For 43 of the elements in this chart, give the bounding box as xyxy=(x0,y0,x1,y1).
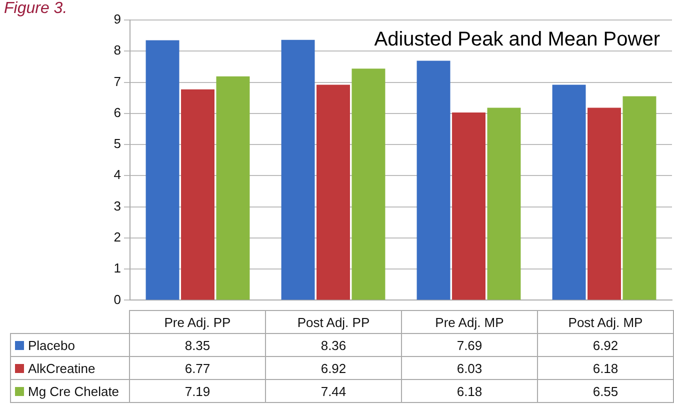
y-tick-label: 3 xyxy=(114,198,121,214)
bar xyxy=(487,108,521,300)
bar xyxy=(552,84,586,300)
data-label: 6.18 xyxy=(402,380,538,402)
y-tick-label: 2 xyxy=(114,230,121,245)
y-tick-label: 5 xyxy=(114,136,121,152)
x-tick-label: Pre Adj. MP xyxy=(402,310,538,334)
data-label: 6.03 xyxy=(402,356,538,380)
y-tick-label: 0 xyxy=(114,292,121,307)
bar xyxy=(146,40,180,300)
bar xyxy=(216,76,250,300)
data-label: 8.36 xyxy=(266,334,402,356)
bar xyxy=(281,40,315,300)
legend-label: Mg Cre Chelate xyxy=(10,380,130,402)
bar xyxy=(316,84,350,300)
x-tick-label: Post Adj. PP xyxy=(266,310,402,334)
x-tick-label: Post Adj. MP xyxy=(538,310,674,334)
y-tick-label: 7 xyxy=(114,74,121,89)
data-label: 8.35 xyxy=(130,334,266,356)
y-tick-label: 8 xyxy=(114,42,121,58)
bar xyxy=(588,108,621,300)
y-tick-label: 6 xyxy=(114,104,121,120)
y-tick-label: 1 xyxy=(114,260,121,276)
x-tick-label: Pre Adj. PP xyxy=(130,310,266,334)
bar xyxy=(622,96,656,300)
data-label: 7.19 xyxy=(130,380,266,402)
data-label: 6.55 xyxy=(538,380,674,402)
data-label: 7.69 xyxy=(402,334,538,356)
data-label: 6.92 xyxy=(266,356,402,380)
bar xyxy=(452,112,486,300)
legend-label: Placebo xyxy=(10,334,130,356)
data-label: 6.92 xyxy=(538,334,674,356)
bar xyxy=(352,68,386,300)
data-label: 6.77 xyxy=(130,356,266,380)
bar xyxy=(416,60,450,300)
legend-label: AlkCreatine xyxy=(10,356,130,380)
data-label: 6.18 xyxy=(538,356,674,380)
data-label: 7.44 xyxy=(266,380,402,402)
y-tick-label: 9 xyxy=(114,12,121,27)
y-tick-label: 4 xyxy=(114,167,121,182)
chart-title: Adiusted Peak and Mean Power xyxy=(374,28,660,51)
bar xyxy=(181,89,214,300)
caption: Figure 3. xyxy=(4,0,68,18)
